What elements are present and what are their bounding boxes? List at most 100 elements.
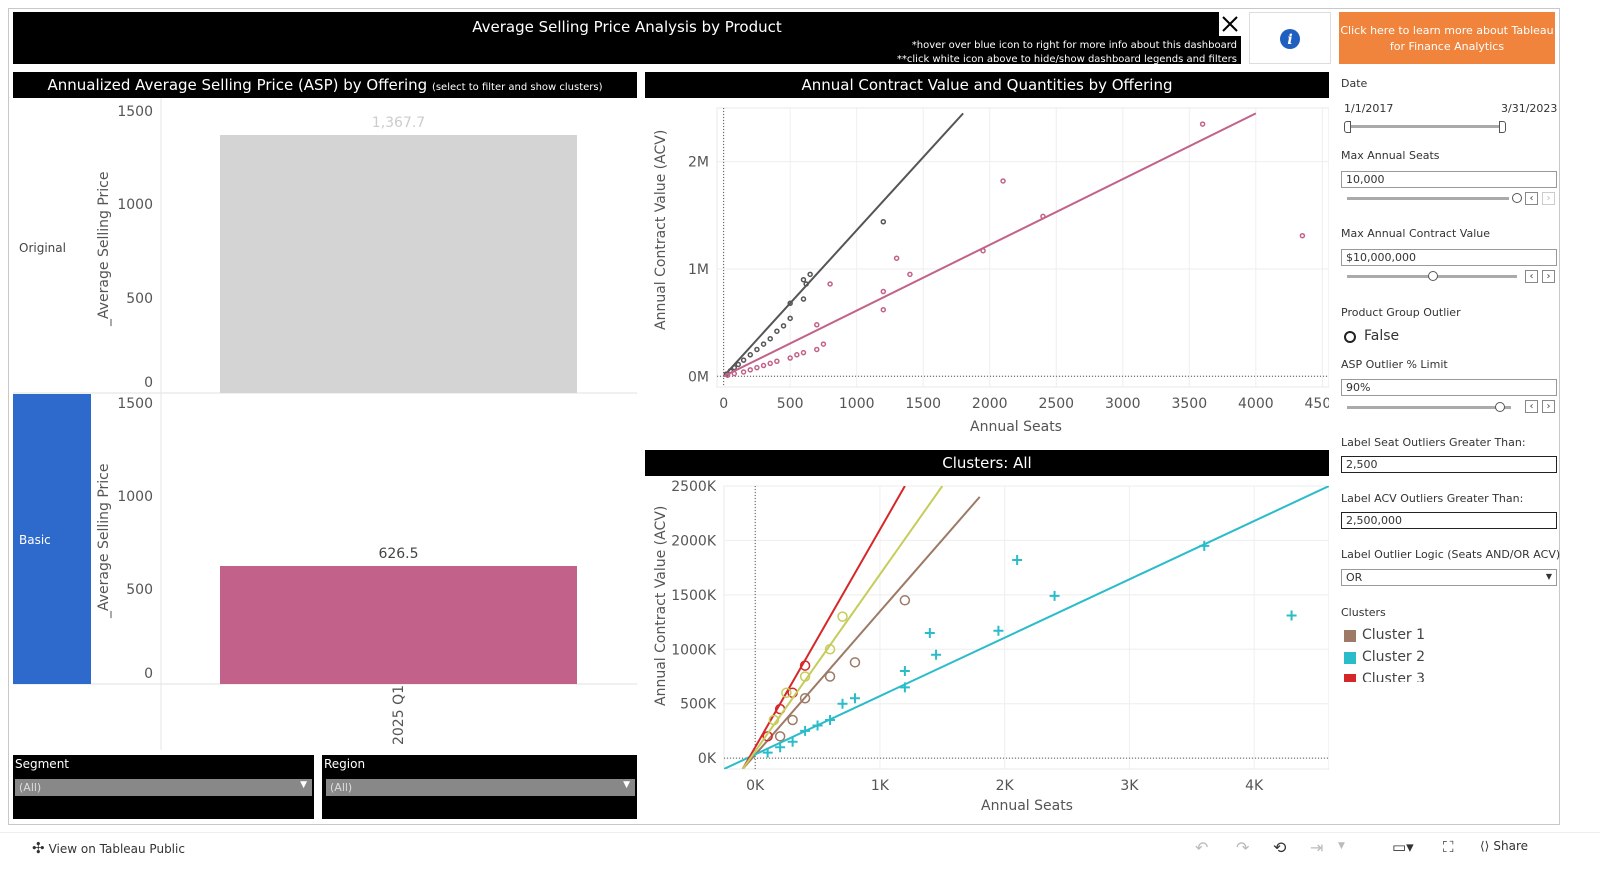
data-point[interactable] [880,306,887,313]
segment-select[interactable]: (All) ▼ [15,779,312,796]
max-seats-input[interactable]: 10,000 [1341,171,1557,188]
asp-limit-next-button[interactable]: › [1542,400,1555,413]
data-point[interactable] [880,288,887,295]
data-point[interactable] [837,611,848,622]
data-point[interactable] [1040,213,1046,220]
data-point[interactable] [762,747,773,758]
view-public-button[interactable]: ✣ View on Tableau Public [32,839,185,857]
data-point[interactable] [780,323,787,329]
data-point[interactable] [767,360,773,367]
max-acv-prev-button[interactable]: ‹ [1525,270,1538,283]
asp-limit-slider-thumb[interactable] [1495,402,1505,412]
data-point[interactable] [899,682,910,693]
redo-icon[interactable]: ↷ [1236,838,1250,857]
max-acv-slider-thumb[interactable] [1428,271,1438,281]
data-point[interactable] [807,271,813,278]
logic-select[interactable]: OR ▼ [1341,569,1557,586]
max-seats-prev-button[interactable]: ‹ [1525,192,1538,205]
data-point[interactable] [747,352,754,358]
data-point[interactable] [924,627,935,638]
asp-limit-input[interactable]: 90% [1341,379,1557,396]
data-point[interactable] [774,358,780,364]
trend-line[interactable] [741,486,944,769]
data-point[interactable] [799,671,811,682]
trend-line[interactable] [722,112,964,377]
outlier-radio[interactable] [1344,331,1356,343]
data-point[interactable] [814,346,820,353]
outlier-radio-label[interactable]: False [1364,328,1400,344]
data-point[interactable] [814,322,820,328]
max-seats-next-button[interactable]: › [1542,192,1555,205]
data-point[interactable] [907,271,913,278]
data-point[interactable] [731,370,738,377]
data-point[interactable] [1012,555,1023,566]
data-point[interactable] [800,296,807,302]
data-point[interactable] [825,715,836,726]
data-point[interactable] [760,341,767,347]
data-point[interactable] [931,649,942,660]
data-point[interactable] [1199,121,1206,127]
data-point[interactable] [849,657,861,668]
basic-row-highlight[interactable] [13,394,91,684]
basic-bar[interactable] [220,566,577,684]
data-point[interactable] [1049,590,1060,601]
trend-line[interactable] [723,112,1257,378]
data-point[interactable] [787,714,798,726]
acv-outliers-input[interactable]: 2,500,000 [1341,512,1557,529]
data-point[interactable] [731,364,738,371]
data-point[interactable] [799,660,811,671]
seat-outliers-input[interactable]: 2,500 [1341,456,1557,473]
data-point[interactable] [768,714,780,726]
data-point[interactable] [787,355,793,361]
data-point[interactable] [762,731,773,742]
original-bar[interactable] [220,135,577,393]
data-point[interactable] [781,687,792,699]
data-point[interactable] [837,698,848,709]
data-point[interactable] [893,255,900,261]
data-point[interactable] [754,364,760,371]
date-slider-track[interactable] [1347,125,1505,128]
data-point[interactable] [800,276,807,283]
refresh-icon[interactable]: ⇥ [1310,838,1324,857]
device-preview-icon[interactable]: ▭▾ [1392,838,1414,856]
data-point[interactable] [740,357,747,363]
max-seats-slider-track[interactable] [1347,197,1509,200]
asp-chart[interactable] [13,98,637,750]
trend-line[interactable] [724,486,1329,769]
info-button[interactable]: i [1249,12,1331,64]
date-slider-start-handle[interactable] [1344,121,1351,133]
share-button[interactable]: ⟨⟩ Share [1480,839,1528,853]
data-point[interactable] [800,725,811,736]
data-point[interactable] [787,736,798,747]
cluster-3-swatch[interactable] [1344,674,1356,682]
acv-scatter-chart[interactable]: 2M 1M 0M 0 500 1000 1500 2000 2500 3000 3500 4000 45… [645,98,1329,444]
row-label-basic[interactable]: Basic [19,533,51,547]
data-point[interactable] [1286,610,1297,621]
data-point[interactable] [775,742,786,753]
cluster-1-label[interactable]: Cluster 1 [1362,627,1426,643]
cluster-2-swatch[interactable] [1344,652,1356,664]
data-point[interactable] [980,247,986,254]
data-point[interactable] [735,361,742,368]
data-point[interactable] [1000,178,1006,184]
data-point[interactable] [803,281,809,287]
data-point[interactable] [747,367,754,373]
data-point[interactable] [824,644,836,655]
max-acv-input[interactable]: $10,000,000 [1341,249,1557,266]
row-label-original[interactable]: Original [19,241,66,255]
cluster-2-label[interactable]: Cluster 2 [1362,649,1426,665]
cluster-3-label[interactable]: Cluster 3 [1362,671,1426,682]
data-point[interactable] [849,693,860,704]
data-point[interactable] [812,720,823,731]
data-point[interactable] [820,341,827,347]
data-point[interactable] [754,346,760,353]
chevron-down-icon[interactable]: ▼ [1338,841,1345,851]
data-point[interactable] [827,281,833,287]
cluster-1-swatch[interactable] [1344,630,1356,642]
promo-button[interactable]: Click here to learn more about Tableau f… [1339,12,1555,64]
data-point[interactable] [724,372,731,378]
fullscreen-icon[interactable]: ⛶ [1443,838,1454,856]
close-icon[interactable] [1219,12,1241,36]
data-point[interactable] [787,300,793,307]
data-point[interactable] [880,218,887,225]
